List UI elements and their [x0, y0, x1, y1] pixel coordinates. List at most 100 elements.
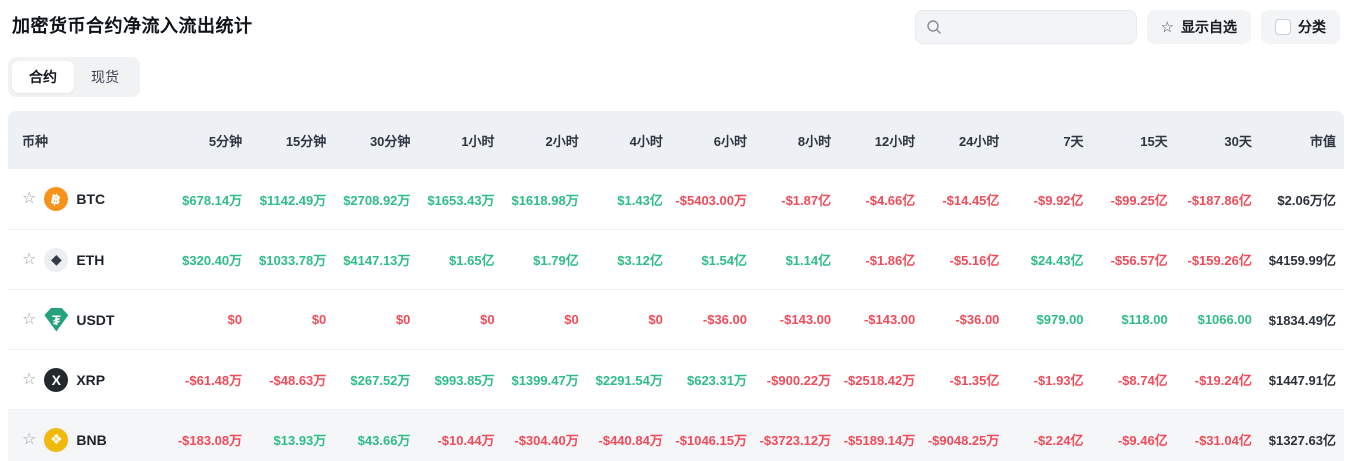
flow-value-4小时: $3.12亿: [617, 253, 663, 268]
column-header-7[interactable]: 6小时: [713, 133, 747, 149]
btc-icon: ฿: [44, 187, 69, 211]
flow-value-5分钟: $320.40万: [182, 253, 243, 268]
flow-value-15分钟: -$48.63万: [269, 373, 327, 388]
show-favorites-label: 显示自选: [1181, 19, 1237, 35]
flow-value-4小时: $2291.54万: [595, 373, 663, 388]
column-header-12[interactable]: 15天: [1140, 133, 1168, 149]
flow-value-12小时: -$143.00: [863, 312, 916, 327]
column-header-8[interactable]: 8小时: [797, 133, 832, 149]
market-cap-value: $1447.91亿: [1268, 373, 1336, 388]
flow-value-15天: -$9.46亿: [1117, 433, 1168, 448]
flow-value-2小时: $1.79亿: [533, 253, 579, 268]
table-row-btc[interactable]: ☆ ฿ BTC $678.14万 $1142.49万 $2708.92万 $1653.43万…: [8, 169, 1344, 229]
coin-symbol: XRP: [76, 371, 106, 388]
tab-spot[interactable]: 现货: [91, 69, 119, 85]
show-favorites-button[interactable]: ☆ 显示自选: [1146, 10, 1251, 44]
flow-value-30分钟: $267.52万: [350, 373, 411, 388]
table-row-usdt[interactable]: ☆ ₮ USDT $0 $0 $0 $0 $0 $0 -$36.00 -$143.00 -$143.0…: [8, 289, 1344, 349]
flow-value-15分钟: $1142.49万: [259, 192, 327, 208]
column-header-5[interactable]: 2小时: [545, 133, 579, 149]
flow-value-8小时: -$3723.12万: [759, 433, 832, 448]
column-header-6[interactable]: 4小时: [629, 133, 663, 149]
favorite-star-icon[interactable]: ☆: [22, 370, 37, 388]
flow-value-6小时: -$36.00: [702, 312, 747, 327]
flow-value-4小时: $0: [648, 312, 663, 327]
favorite-star-icon[interactable]: ☆: [22, 250, 37, 268]
eth-icon: ◆: [44, 247, 69, 272]
flow-value-2小时: $1618.98万: [511, 192, 579, 208]
column-header-11[interactable]: 7天: [1063, 133, 1084, 149]
flow-value-7天: $24.43亿: [1030, 253, 1084, 268]
flow-value-24小时: -$1.35亿: [949, 373, 1000, 388]
table-row-xrp[interactable]: ☆ X XRP -$61.48万 -$48.63万 $267.52万 $993.85万 $13…: [8, 349, 1344, 409]
flow-value-8小时: $1.14亿: [785, 253, 832, 268]
category-checkbox[interactable]: [1275, 19, 1291, 35]
table-row-eth[interactable]: ☆ ◆ ETH $320.40万 $1033.78万 $4147.13万 $1.65亿 $1.…: [8, 229, 1344, 289]
flow-value-15天: -$99.25亿: [1110, 192, 1168, 208]
column-header-1[interactable]: 5分钟: [208, 133, 243, 149]
flow-value-6小时: $623.31万: [686, 373, 747, 388]
flow-value-8小时: -$900.22万: [766, 373, 832, 388]
column-header-10[interactable]: 24小时: [958, 133, 1000, 149]
flow-value-6小时: -$5403.00万: [675, 192, 747, 208]
favorite-star-icon[interactable]: ☆: [22, 190, 37, 207]
flow-value-8小时: -$1.87亿: [781, 192, 832, 208]
flow-value-5分钟: $0: [227, 312, 243, 327]
flow-value-24小时: -$14.45亿: [942, 192, 1000, 208]
flow-value-1小时: -$10.44万: [437, 433, 495, 448]
coin-symbol: USDT: [76, 311, 115, 328]
flow-value-4小时: $1.43亿: [617, 192, 663, 208]
column-header-4[interactable]: 1小时: [461, 133, 495, 149]
column-header-3[interactable]: 30分钟: [369, 133, 411, 149]
flow-value-15天: $118.00: [1121, 312, 1168, 327]
usdt-icon: ₮: [44, 307, 69, 332]
coin-symbol: ETH: [76, 251, 105, 268]
flow-value-1小时: $1.65亿: [449, 253, 495, 268]
star-icon: ☆: [1160, 18, 1174, 36]
flow-value-5分钟: -$183.08万: [177, 433, 243, 448]
category-button[interactable]: 分类: [1261, 10, 1340, 44]
flow-value-30天: -$187.86亿: [1187, 192, 1252, 208]
flow-value-6小时: -$1046.15万: [675, 433, 747, 448]
flow-value-12小时: -$4.66亿: [865, 192, 916, 208]
flow-value-15天: -$56.57亿: [1110, 253, 1168, 268]
flow-value-12小时: -$2518.42万: [843, 373, 916, 388]
column-header-2[interactable]: 15分钟: [285, 133, 327, 149]
favorite-star-icon[interactable]: ☆: [22, 310, 37, 328]
search-icon: [926, 19, 942, 35]
column-header-14[interactable]: 市值: [1309, 133, 1336, 149]
topbar-actions: ☆ 显示自选 分类: [914, 10, 1340, 44]
column-header-9[interactable]: 12小时: [874, 133, 916, 149]
search-input[interactable]: [914, 10, 1137, 44]
favorite-star-icon[interactable]: ☆: [22, 430, 37, 448]
flow-value-6小时: $1.54亿: [701, 253, 747, 268]
flow-value-1小时: $0: [480, 312, 495, 327]
market-cap-value: $2.06万亿: [1277, 192, 1336, 208]
coin-cell: ☆ ₮ USDT: [8, 307, 158, 332]
table-row-bnb[interactable]: ☆ ❖ BNB -$183.08万 $13.93万 $43.66万 -$10.44万 -$30…: [8, 409, 1344, 461]
market-cap-value: $1834.49亿: [1268, 313, 1336, 328]
topbar: 加密货币合约净流入流出统计 ☆ 显示自选 分类: [0, 0, 1352, 44]
flow-value-30天: -$159.26亿: [1187, 253, 1252, 268]
tab-contracts[interactable]: 合约: [12, 61, 74, 93]
flow-value-30分钟: $4147.13万: [343, 253, 411, 268]
flow-value-24小时: -$36.00: [955, 312, 1000, 327]
flow-value-2小时: $0: [564, 312, 579, 327]
flow-value-30分钟: $2708.92万: [343, 192, 411, 208]
column-header-13[interactable]: 30天: [1224, 133, 1252, 149]
flow-value-7天: -$2.24亿: [1033, 433, 1084, 448]
table-header-row: 币种 5分钟 15分钟 30分钟 1小时 2小时 4小时 6小时 8小时 12小时 24小时 7天 15…: [8, 111, 1344, 169]
flows-table: 币种 5分钟 15分钟 30分钟 1小时 2小时 4小时 6小时 8小时 12小时 24小时 7天 15…: [8, 111, 1344, 461]
column-header-coin[interactable]: 币种: [22, 133, 49, 149]
market-cap-value: $1327.63亿: [1268, 433, 1336, 448]
flow-value-7天: $979.00: [1036, 312, 1084, 327]
bnb-icon: ❖: [44, 427, 69, 452]
flow-value-30天: -$31.04亿: [1194, 433, 1252, 448]
category-label: 分类: [1298, 19, 1326, 35]
flow-value-4小时: -$440.84万: [598, 433, 663, 448]
flow-value-30分钟: $0: [395, 312, 411, 327]
flow-value-5分钟: $678.14万: [182, 192, 243, 208]
flow-value-24小时: -$9048.25万: [927, 433, 1000, 448]
coin-cell: ☆ ❖ BNB: [8, 427, 158, 452]
